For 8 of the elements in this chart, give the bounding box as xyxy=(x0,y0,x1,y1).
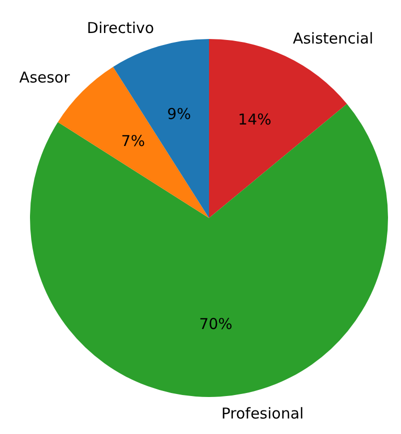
data-label: 70% xyxy=(199,315,232,334)
data-label: 14% xyxy=(238,110,272,129)
slice-label: Asesor xyxy=(19,68,71,87)
slice-label: Asistencial xyxy=(292,30,374,48)
data-label: 9% xyxy=(167,104,191,123)
data-label: 7% xyxy=(121,132,145,150)
slice-label: Directivo xyxy=(86,18,154,37)
slice-label: Profesional xyxy=(221,404,304,422)
